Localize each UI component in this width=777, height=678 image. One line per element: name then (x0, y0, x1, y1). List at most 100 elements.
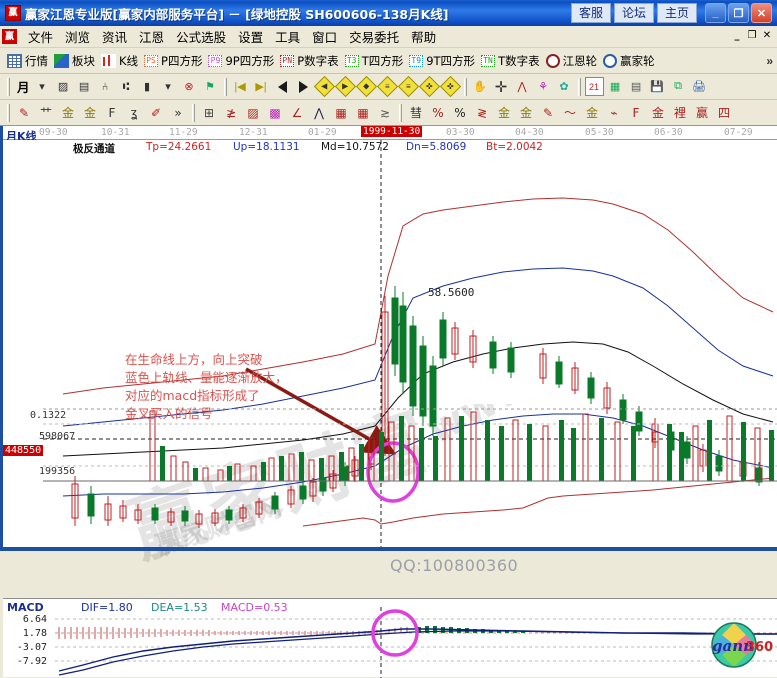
gann-gold-1-icon[interactable]: 金 (61, 106, 74, 120)
square-tool-icon[interactable]: ▨ (247, 105, 259, 120)
toolbar-kline-button[interactable]: K线 (98, 52, 141, 70)
gold-circle-icon[interactable]: 金 (497, 106, 510, 120)
mdi-restore-button[interactable]: ❐ (747, 29, 757, 41)
measure-tool-icon[interactable]: ⋀ (517, 81, 527, 93)
grid-tool-2-icon[interactable]: ▦ (357, 105, 369, 120)
customer-service-button[interactable]: 客服 (570, 3, 611, 23)
fan-red-icon[interactable]: 裡 (673, 106, 686, 120)
gann-grid-icon[interactable]: 艹 (39, 106, 52, 120)
calendar-icon[interactable]: 21 (584, 77, 604, 96)
page-left-icon[interactable] (273, 77, 292, 96)
close-button[interactable]: ✕ (751, 3, 772, 23)
period-selector[interactable]: 月 (17, 80, 30, 95)
toolbar-grip[interactable] (7, 77, 10, 96)
toolbar-grip-4[interactable] (577, 77, 581, 96)
drawing-toolbar-grip-2[interactable] (192, 103, 195, 122)
forum-button[interactable]: 论坛 (613, 3, 654, 23)
brain-tool-icon[interactable]: ✿ (559, 81, 569, 93)
macd-plot[interactable] (3, 599, 777, 678)
ladder-tool-icon[interactable]: 彗 (409, 106, 422, 120)
pen-tool-2-icon[interactable]: ✐ (150, 105, 162, 120)
percent-label-icon[interactable]: % (454, 105, 466, 120)
drawing-toolbar-grip-3[interactable] (399, 103, 402, 122)
toolbar-grip-3[interactable] (463, 77, 467, 96)
drawing-overflow-button[interactable]: » (174, 105, 182, 120)
gold-box-icon[interactable]: 金 (585, 106, 598, 120)
gold-line-icon[interactable]: 金 (519, 106, 532, 120)
expand-icon[interactable]: ✜ (418, 75, 440, 98)
period-caret-icon[interactable]: ▾ (39, 81, 45, 93)
maximize-button[interactable]: ❐ (728, 3, 749, 23)
percent-line-icon[interactable]: % (432, 105, 444, 120)
toolbar-t-square-button[interactable]: T3 T四方形 (342, 52, 407, 70)
menu-item-gann[interactable]: 江恩 (139, 30, 165, 45)
four-red-icon[interactable]: 四 (717, 106, 730, 120)
net-tool-icon[interactable]: ▩ (269, 105, 281, 120)
minimize-button[interactable]: _ (705, 3, 726, 23)
toolbar-gann-wheel-button[interactable]: 江恩轮 (543, 52, 601, 70)
print-icon[interactable]: 🖨 (692, 81, 706, 93)
report-icon[interactable]: ▤ (78, 81, 90, 93)
tree-tool-icon[interactable]: ⚘ (538, 81, 548, 93)
grid-tool-icon[interactable]: ▦ (335, 105, 347, 120)
menu-item-tools[interactable]: 工具 (275, 30, 301, 45)
hand-tool-icon[interactable]: ✋ (473, 81, 487, 93)
marker-pen-icon[interactable]: ✎ (542, 105, 554, 120)
gann-f-icon[interactable]: F (108, 105, 116, 120)
chart-window[interactable]: 09-30 10-31 11-29 12-31 01-29 1999-11-30… (0, 126, 777, 678)
slash-tool-icon[interactable]: ⌁ (610, 105, 618, 120)
page-right-icon[interactable] (294, 77, 313, 96)
menu-item-file[interactable]: 文件 (28, 30, 54, 45)
pen-tool-icon[interactable]: ✎ (18, 105, 30, 120)
formula-icon[interactable]: ⊗ (184, 81, 194, 93)
zoom-in-right-icon[interactable]: ◆ (355, 75, 377, 98)
flag-icon[interactable]: ⚑ (205, 81, 215, 93)
win-red-icon[interactable]: 赢 (695, 106, 708, 120)
slope-tool-icon[interactable]: ≳ (379, 105, 391, 120)
menu-item-browse[interactable]: 浏览 (65, 30, 91, 45)
box-tool-icon[interactable]: ⊞ (203, 105, 215, 120)
toolbar-p-square-button[interactable]: PS P四方形 (141, 52, 205, 70)
gold-slash-icon[interactable]: 金 (651, 106, 664, 120)
expand-2-icon[interactable]: ✜ (439, 75, 461, 98)
zoom-out-left-icon[interactable]: ▶ (334, 75, 356, 98)
zoom-out-right-icon[interactable]: ≡ (376, 75, 398, 98)
subchart-9-icon[interactable]: ⑆ (122, 80, 130, 93)
menu-item-help[interactable]: 帮助 (411, 30, 437, 45)
zoom-in-left-icon[interactable]: ◀ (313, 75, 335, 98)
toolbar-winner-wheel-button[interactable]: 赢家轮 (600, 52, 658, 70)
menu-item-formula-screen[interactable]: 公式选股 (176, 30, 227, 45)
macd-pane[interactable]: MACD DIF=1.80 DEA=1.53 MACD=0.53 6.64 1.… (3, 598, 777, 678)
crosshair-tool-icon[interactable]: ✛ (494, 78, 508, 96)
save-icon[interactable]: 💾 (650, 81, 664, 93)
toolbar-quotes-button[interactable]: 行情 (4, 52, 51, 70)
toolbar-sector-button[interactable]: 板块 (51, 52, 98, 70)
zigzag-tool-icon[interactable]: ⋀ (314, 105, 324, 120)
toolbar-9p-square-button[interactable]: P9 9P四方形 (205, 52, 277, 70)
refresh-lock-icon[interactable]: ▨ (57, 81, 69, 93)
f-slash-icon[interactable]: F (632, 105, 640, 120)
menu-item-trade[interactable]: 交易委托 (349, 30, 400, 45)
drawing-toolbar-grip[interactable] (7, 103, 10, 122)
mdi-close-button[interactable]: ✕ (762, 29, 772, 41)
home-button[interactable]: 主页 (656, 3, 697, 23)
toolbar-p-number-table-button[interactable]: PN P数字表 (277, 52, 341, 70)
price-volume-plot[interactable] (3, 126, 777, 551)
menu-item-news[interactable]: 资讯 (102, 30, 128, 45)
fan-tool-icon[interactable]: ≱ (225, 105, 237, 120)
gann-gold-2-icon[interactable]: 金 (83, 106, 96, 120)
shrink-icon[interactable]: ≡ (397, 75, 419, 98)
toolbar-9t-square-button[interactable]: T9 9T四方形 (406, 52, 478, 70)
mdi-minimize-button[interactable]: _ (734, 29, 740, 41)
subchart-3-icon[interactable]: ⑃ (101, 80, 109, 93)
notes-icon[interactable]: ▤ (630, 81, 642, 93)
first-page-icon[interactable]: |◀ (234, 81, 246, 93)
menu-item-window[interactable]: 窗口 (312, 30, 338, 45)
last-page-icon[interactable]: ▶| (255, 81, 267, 93)
angle-tool-icon[interactable]: ∠ (291, 105, 303, 120)
spiral-icon[interactable]: ʓ (130, 105, 138, 120)
copy-icon[interactable]: ⧉ (674, 80, 682, 92)
calculator-icon[interactable]: ▦ (609, 81, 621, 93)
candle-style-icon[interactable]: ▮ (143, 81, 151, 93)
toolbar-overflow-button[interactable]: » (766, 53, 773, 68)
